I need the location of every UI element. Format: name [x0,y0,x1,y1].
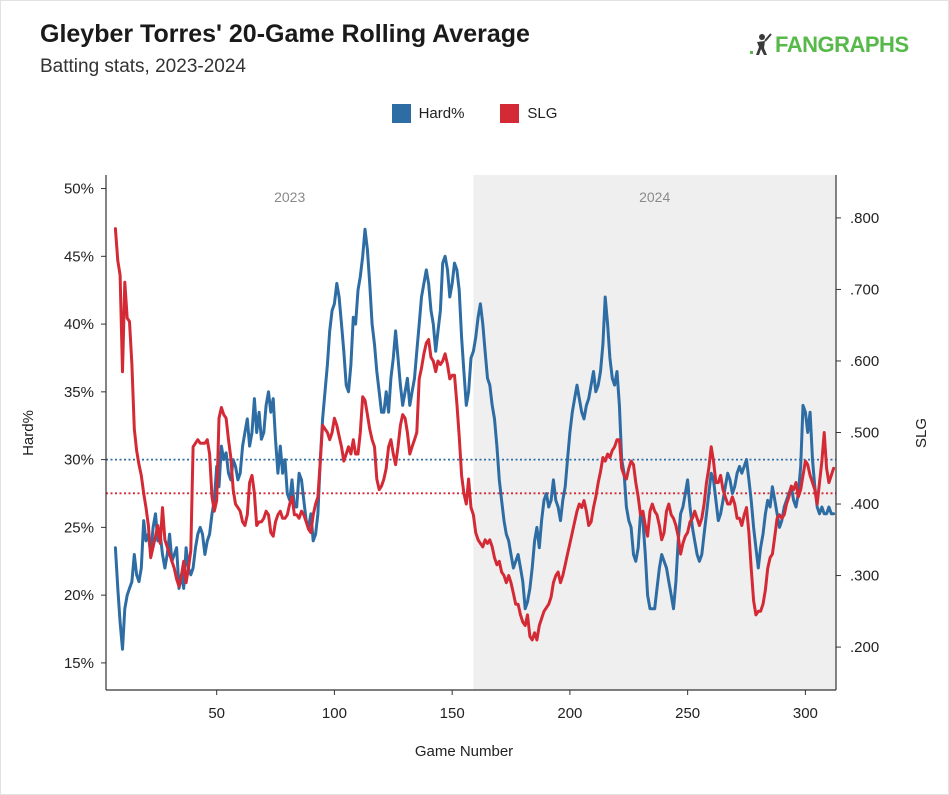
y-left-tick-label-20: 20% [64,587,94,604]
x-tick-label-100: 100 [322,705,347,722]
y-axis-left-label: Hard% [20,410,37,456]
fangraphs-logo[interactable]: FANGRAPHS [750,31,909,59]
logo-text: FANGRAPHS [775,32,909,57]
x-tick-label-300: 300 [793,705,818,722]
y-left-tick-label-40: 40% [64,316,94,333]
y-left-tick-label-30: 30% [64,452,94,469]
y-left-tick-label-15: 15% [64,655,94,672]
legend-label-hard-pct: Hard% [418,105,465,122]
season-label-2023: 2023 [274,189,305,205]
y-right-tick-label-5: .700 [850,281,879,298]
season-shade-2024 [473,175,836,690]
x-tick-label-200: 200 [557,705,582,722]
legend-swatch-slg [500,104,520,123]
chart-legend: Hard% SLG [0,104,949,123]
legend-item-hard-pct[interactable]: Hard% [391,104,465,123]
x-tick-label-150: 150 [440,705,465,722]
y-right-tick-label-1: .300 [850,568,879,585]
y-axis-right-label: SLG [913,418,930,448]
season-label-2024: 2024 [639,189,670,205]
y-left-tick-label-45: 45% [64,248,94,265]
series-line-slg [113,227,836,642]
x-tick-label-250: 250 [675,705,700,722]
x-tick-label-50: 50 [208,705,225,722]
x-axis-label: Game Number [415,743,513,760]
series-line-hard [113,227,836,651]
batter-logo-icon [750,33,772,55]
y-left-tick-label-50: 50% [64,181,94,198]
y-right-tick-label-0: .200 [850,639,879,656]
y-left-tick-label-35: 35% [64,384,94,401]
y-left-tick-label-25: 25% [64,519,94,536]
legend-item-slg[interactable]: SLG [500,104,557,123]
y-right-tick-label-4: .600 [850,353,879,370]
legend-swatch-hard-pct [391,104,411,123]
y-right-tick-label-2: .400 [850,496,879,513]
chart-title: Gleyber Torres' 20-Game Rolling Average [40,20,530,48]
legend-label-slg: SLG [527,105,558,122]
chart-subtitle: Batting stats, 2023-2024 [40,56,246,77]
y-right-tick-label-3: .500 [850,425,879,442]
y-right-tick-label-6: .800 [850,210,879,227]
